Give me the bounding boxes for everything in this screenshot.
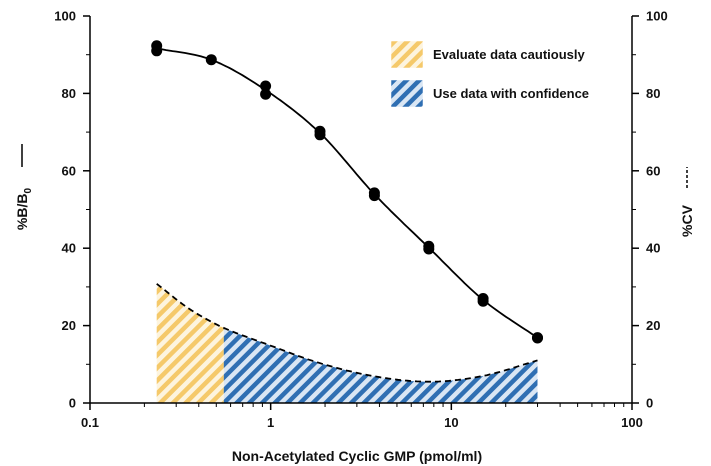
data-point	[368, 190, 380, 202]
legend-label: Evaluate data cautiously	[433, 47, 585, 62]
y-tick-label: 60	[62, 163, 76, 178]
x-axis-title: Non-Acetylated Cyclic GMP (pmol/ml)	[232, 448, 482, 464]
legend: Evaluate data cautiously Use data with co…	[390, 40, 589, 108]
legend-swatch	[390, 79, 424, 108]
y2-tick-label: 20	[646, 318, 660, 333]
y2-tick-label: 100	[646, 9, 668, 24]
y2-tick-label: 60	[646, 163, 660, 178]
y2-tick-label: 0	[646, 396, 653, 411]
y-tick-label: 40	[62, 241, 76, 256]
data-point	[205, 54, 217, 66]
legend-swatch	[390, 40, 424, 69]
series-line-cv	[156, 283, 538, 383]
y-tick-label: 20	[62, 318, 76, 333]
data-point	[151, 45, 163, 57]
y2-axis-title: %CV	[679, 204, 695, 237]
data-point	[423, 243, 435, 255]
x-tick-label: 10	[444, 415, 458, 430]
series-lines	[156, 47, 539, 383]
data-point	[532, 332, 543, 344]
y2-tick-label: 80	[646, 86, 660, 101]
data-point	[260, 80, 272, 92]
y-tick-label: 80	[62, 86, 76, 101]
data-markers	[151, 40, 543, 344]
shaded-region-confident	[223, 327, 538, 403]
y-axis-title-main: %B/B	[14, 194, 30, 231]
y-tick-label: 0	[69, 396, 76, 411]
y2-tick-label: 40	[646, 241, 660, 256]
y-tick-label: 100	[54, 9, 76, 24]
data-point	[260, 88, 272, 100]
shaded-region-cautious	[156, 283, 224, 403]
x-tick-label: 1	[267, 415, 274, 430]
data-point	[477, 295, 489, 307]
series-line-b-b0	[156, 47, 539, 339]
shaded-regions	[156, 283, 538, 403]
y-axis-title: %B/B0	[14, 188, 34, 231]
y-axis-title-subscript: 0	[23, 188, 34, 194]
legend-label: Use data with confidence	[433, 86, 589, 101]
data-point	[314, 129, 326, 141]
x-tick-label: 100	[621, 415, 643, 430]
x-tick-label: 0.1	[81, 415, 99, 430]
